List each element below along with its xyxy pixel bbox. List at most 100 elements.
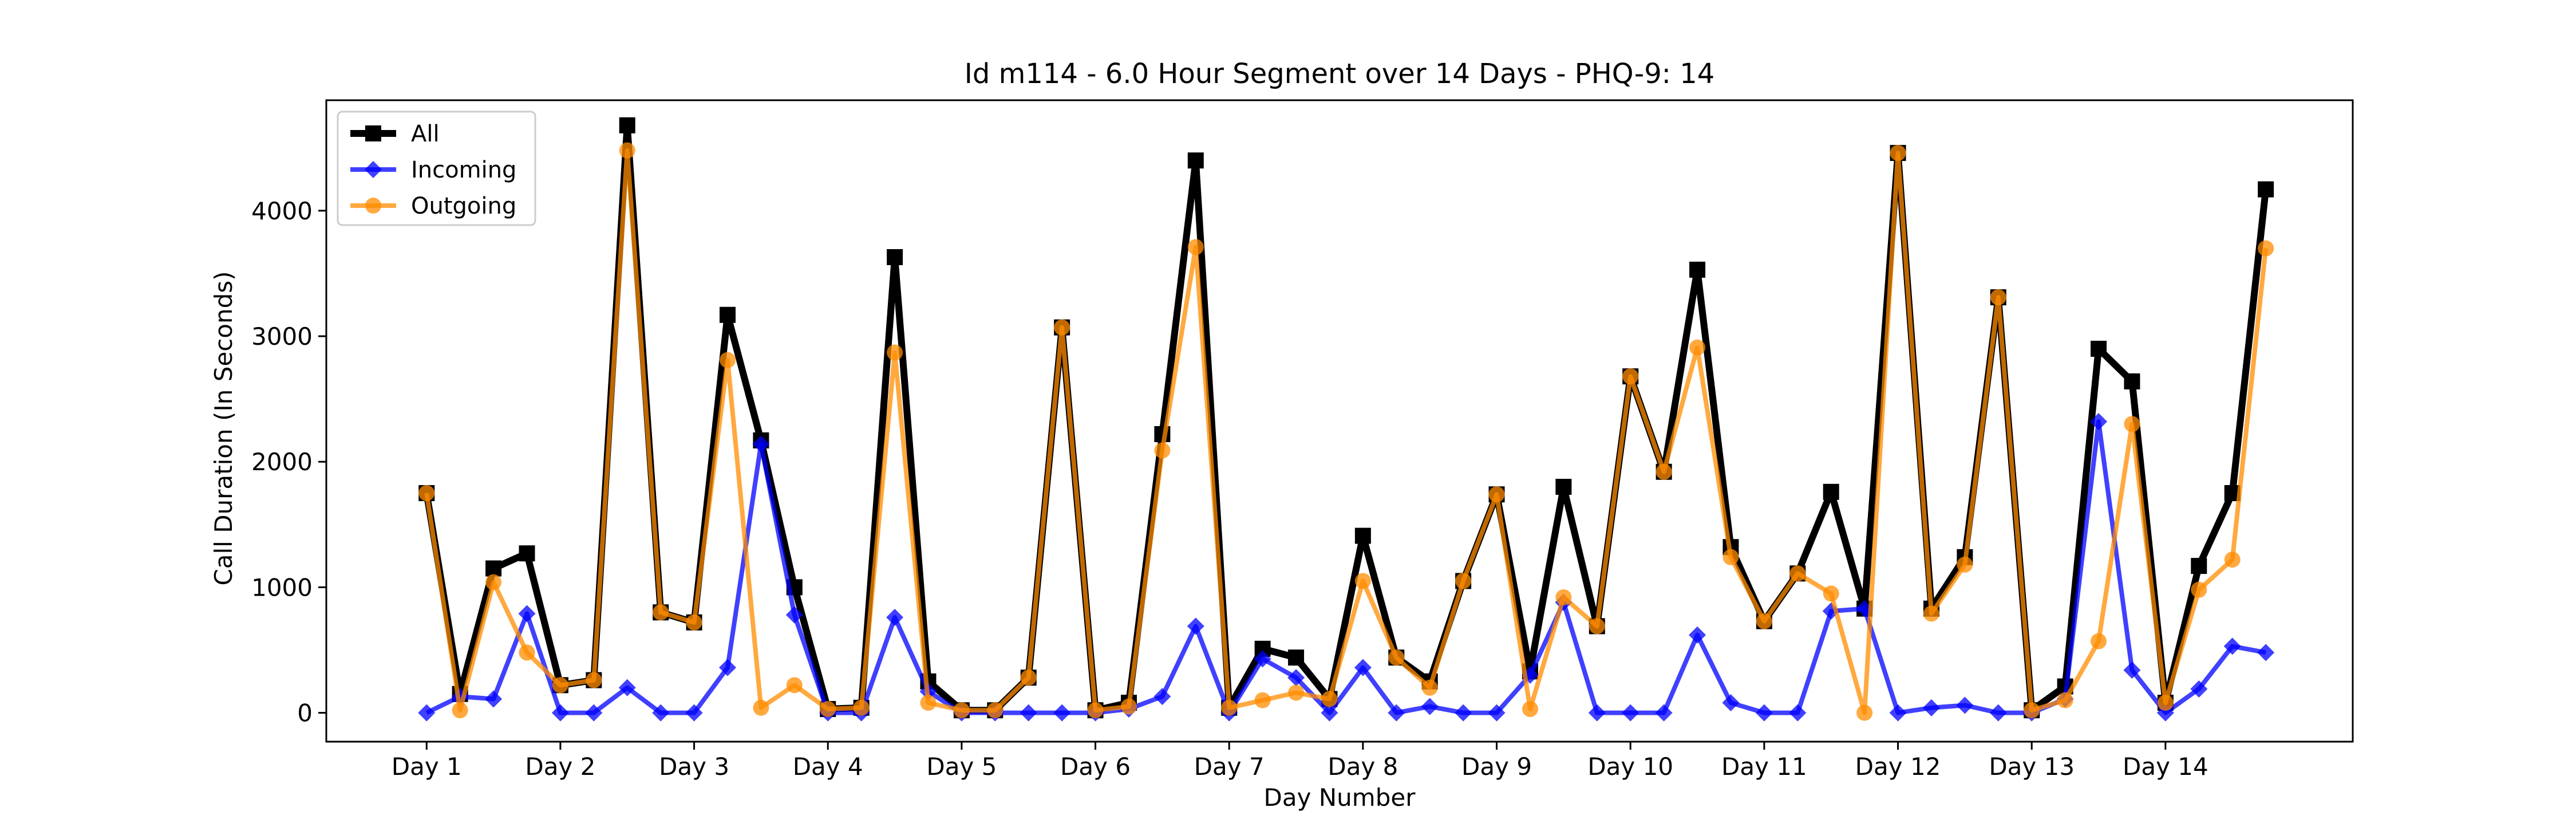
data-point-outgoing [1990,289,2006,306]
x-tick-label: Day 13 [1989,753,2075,781]
data-point-incoming [418,704,436,722]
data-point-outgoing [786,677,803,694]
series-line-outgoing [424,148,2269,715]
data-point-outgoing [1154,442,1171,459]
data-point-outgoing [2258,240,2274,257]
data-point-outgoing [1957,556,1973,573]
data-point-outgoing [1856,704,1873,721]
data-point-outgoing [619,142,635,159]
data-point-all [1354,527,1371,544]
data-point-outgoing [2057,692,2073,708]
data-point-incoming [685,704,703,722]
data-point-incoming [1421,698,1439,715]
data-point-outgoing [853,699,870,716]
data-point-outgoing [2124,416,2140,432]
y-tick-label: 0 [297,699,313,727]
data-point-outgoing [1087,702,1104,719]
y-axis-label: Call Duration (In Seconds) [210,271,238,585]
data-point-outgoing [418,485,435,502]
data-point-outgoing [1187,239,1204,255]
data-point-incoming [618,679,636,696]
data-point-outgoing [1488,486,1505,503]
data-point-outgoing [920,695,937,711]
data-point-incoming [2190,680,2208,698]
data-point-incoming [2123,661,2141,679]
data-point-incoming [1187,617,1204,635]
data-point-outgoing [1756,613,1772,629]
plot-frame [325,99,2354,743]
data-point-outgoing [1656,463,1672,480]
data-point-all [2258,181,2274,198]
data-point-incoming [2090,413,2108,431]
data-point-incoming [1956,696,1974,714]
data-point-incoming [1388,704,1405,722]
data-point-outgoing [485,574,502,590]
x-tick-label: Day 14 [2123,753,2208,781]
data-point-outgoing [887,344,903,361]
x-tick-label: Day 3 [659,753,729,781]
data-point-outgoing [2224,552,2241,568]
legend-item-outgoing: Outgoing [350,193,516,219]
data-point-incoming [1321,704,1338,722]
data-point-all [2091,340,2107,357]
data-point-incoming [1622,704,1639,722]
y-tick-label: 3000 [251,322,313,351]
data-point-incoming [752,435,770,453]
data-point-all [1187,152,1204,169]
data-point-outgoing [1288,684,1305,701]
x-tick-label: Day 6 [1060,753,1131,781]
data-point-outgoing [552,677,568,694]
data-point-outgoing [987,702,1003,719]
data-point-outgoing [1421,679,1438,696]
data-point-outgoing [1221,699,1238,716]
data-point-all [519,545,535,562]
data-point-incoming [1989,704,2007,722]
data-point-incoming [1053,704,1071,722]
x-tick-label: Day 8 [1327,753,1398,781]
data-point-all [887,249,903,265]
data-point-outgoing [1455,573,1472,589]
data-point-outgoing [1388,649,1405,666]
data-point-outgoing [820,701,836,718]
x-tick-label: Day 12 [1855,753,1941,781]
x-tick-label: Day 10 [1587,753,1673,781]
x-axis: Day 1 Day 2 Day 3 Day 4 Day 5 Day 6 Day 7 Day 8… [392,742,2208,781]
y-tick-label: 1000 [251,573,313,601]
legend-item-all: All [350,121,440,147]
data-point-outgoing [1254,692,1271,708]
legend-item-incoming: Incoming [350,157,516,183]
data-point-incoming [1789,704,1807,722]
data-point-outgoing [1354,573,1371,589]
legend-label-incoming: Incoming [411,157,516,183]
x-tick-label: Day 1 [392,753,462,781]
data-point-incoming [718,659,736,676]
x-tick-label: Day 2 [525,753,595,781]
data-point-incoming [1455,704,1472,722]
data-point-all [1555,479,1572,495]
data-point-all [619,117,635,133]
x-tick-label: Day 9 [1461,753,1532,781]
legend-marker-all [365,125,381,141]
data-point-outgoing [1823,585,1839,602]
data-point-incoming [1153,688,1171,706]
data-point-incoming [1287,669,1305,687]
data-point-all [2124,373,2140,389]
data-point-all [1823,483,1839,500]
data-point-incoming [1354,659,1372,676]
x-tick-label: Day 4 [793,753,863,781]
data-point-outgoing [1689,339,1706,356]
data-point-incoming [1755,704,1773,722]
data-point-outgoing [1890,145,1906,162]
y-tick-label: 4000 [251,197,313,225]
data-point-outgoing [1555,589,1572,605]
data-point-incoming [518,605,536,623]
data-point-incoming [1655,704,1673,722]
data-point-incoming [551,704,569,722]
data-point-incoming [485,690,503,708]
data-point-all [2191,558,2207,574]
data-point-outgoing [2024,702,2040,719]
plot-series [418,117,2275,722]
x-tick-label: Day 7 [1194,753,1265,781]
